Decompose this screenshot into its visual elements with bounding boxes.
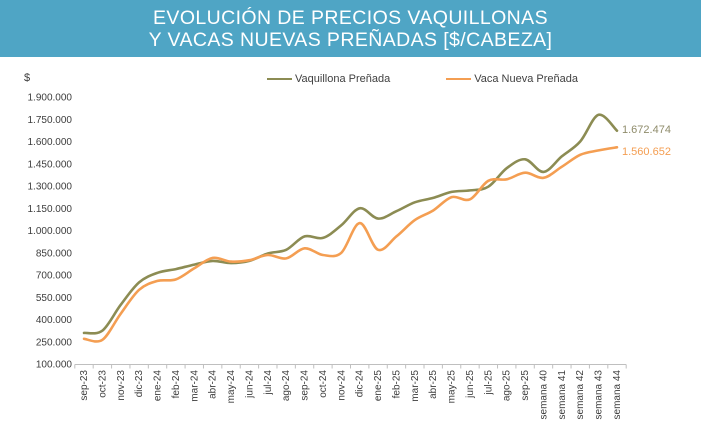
series-line-vaquillona — [82, 113, 619, 335]
x-axis-tick-label: may-24 — [226, 370, 237, 404]
chart-legend: Vaquillona Preñada Vaca Nueva Preñada — [267, 73, 578, 85]
x-axis-tick-label: ago-25 — [502, 370, 513, 402]
x-axis-tick-label: jun-25 — [465, 370, 476, 399]
x-axis-tick-label: nov-24 — [336, 370, 347, 401]
x-axis-tick-label: feb-25 — [391, 370, 402, 399]
title-banner: EVOLUCIÓN DE PRECIOS VAQUILLONAS Y VACAS… — [0, 0, 701, 57]
y-axis-tick-label: 550.000 — [36, 293, 73, 304]
x-axis-tick-label: feb-24 — [171, 370, 182, 399]
x-axis-tick-label: mar-25 — [410, 370, 421, 402]
series-end-label-vaca-nueva: 1.560.652 — [622, 146, 671, 158]
x-axis-tick-label: sep-25 — [520, 370, 531, 401]
legend-label-vaca-nueva: Vaca Nueva Preñada — [474, 73, 578, 85]
y-axis-tick-label: 100.000 — [36, 360, 73, 371]
legend-item-vaca-nueva: Vaca Nueva Preñada — [446, 73, 578, 85]
x-axis-tick-label: oct-23 — [97, 370, 108, 398]
x-axis-tick-label: semana 41 — [557, 370, 568, 420]
x-axis-tick-label: may-25 — [447, 370, 458, 404]
x-axis-tick-label: ene-25 — [373, 370, 384, 402]
y-axis-tick-label: 700.000 — [36, 271, 73, 282]
legend-label-vaquillona: Vaquillona Preñada — [295, 73, 391, 85]
y-axis-tick-label: 1.150.000 — [28, 204, 73, 215]
x-axis-tick-label: semana 44 — [612, 370, 623, 420]
x-axis-tick-label: jul-24 — [263, 370, 274, 396]
series-line-vaca-nueva — [82, 146, 619, 343]
x-axis-tick-label: dic-24 — [355, 370, 366, 398]
x-axis-tick-label: abr-25 — [428, 370, 439, 399]
x-axis-tick-label: jul-25 — [483, 370, 494, 396]
legend-swatch-vaca-nueva — [446, 77, 472, 81]
y-axis-tick-label: 1.600.000 — [28, 137, 73, 148]
x-axis-tick-label: sep-24 — [300, 370, 311, 401]
chart-title-line1: EVOLUCIÓN DE PRECIOS VAQUILLONAS — [153, 7, 548, 29]
x-axis-tick-label: jun-24 — [244, 370, 255, 399]
y-axis-tick-label: 400.000 — [36, 315, 73, 326]
series-end-label-vaquillona: 1.672.474 — [622, 124, 671, 136]
y-axis-unit-label: $ — [24, 72, 31, 84]
x-axis-tick-label: nov-23 — [116, 370, 127, 401]
y-axis-tick-label: 850.000 — [36, 248, 73, 259]
x-axis-tick-label: dic-23 — [134, 370, 145, 398]
x-axis-tick-label: mar-24 — [189, 370, 200, 402]
y-axis-tick-label: 1.450.000 — [28, 159, 73, 170]
chart-title-line2: Y VACAS NUEVAS PREÑADAS [$/CABEZA] — [148, 29, 553, 51]
x-axis-tick-label: ene-24 — [153, 370, 164, 402]
y-axis-tick-label: 250.000 — [36, 337, 73, 348]
y-axis-tick-label: 1.750.000 — [28, 115, 73, 126]
y-axis-tick-label: 1.900.000 — [28, 93, 73, 104]
x-axis-tick-label: ago-24 — [281, 370, 292, 402]
x-axis-tick-label: semana 42 — [575, 370, 586, 420]
legend-item-vaquillona: Vaquillona Preñada — [267, 73, 390, 85]
legend-swatch-vaquillona — [267, 77, 292, 81]
x-axis-tick-label: abr-24 — [208, 370, 219, 399]
x-axis-tick-label: oct-24 — [318, 370, 329, 398]
x-axis-tick-label: semana 40 — [538, 370, 549, 420]
x-axis-tick-label: semana 43 — [594, 370, 605, 420]
y-axis-tick-label: 1.300.000 — [28, 182, 73, 193]
y-axis-tick-label: 1.000.000 — [28, 226, 73, 237]
x-axis-tick-label: sep-23 — [79, 370, 90, 401]
